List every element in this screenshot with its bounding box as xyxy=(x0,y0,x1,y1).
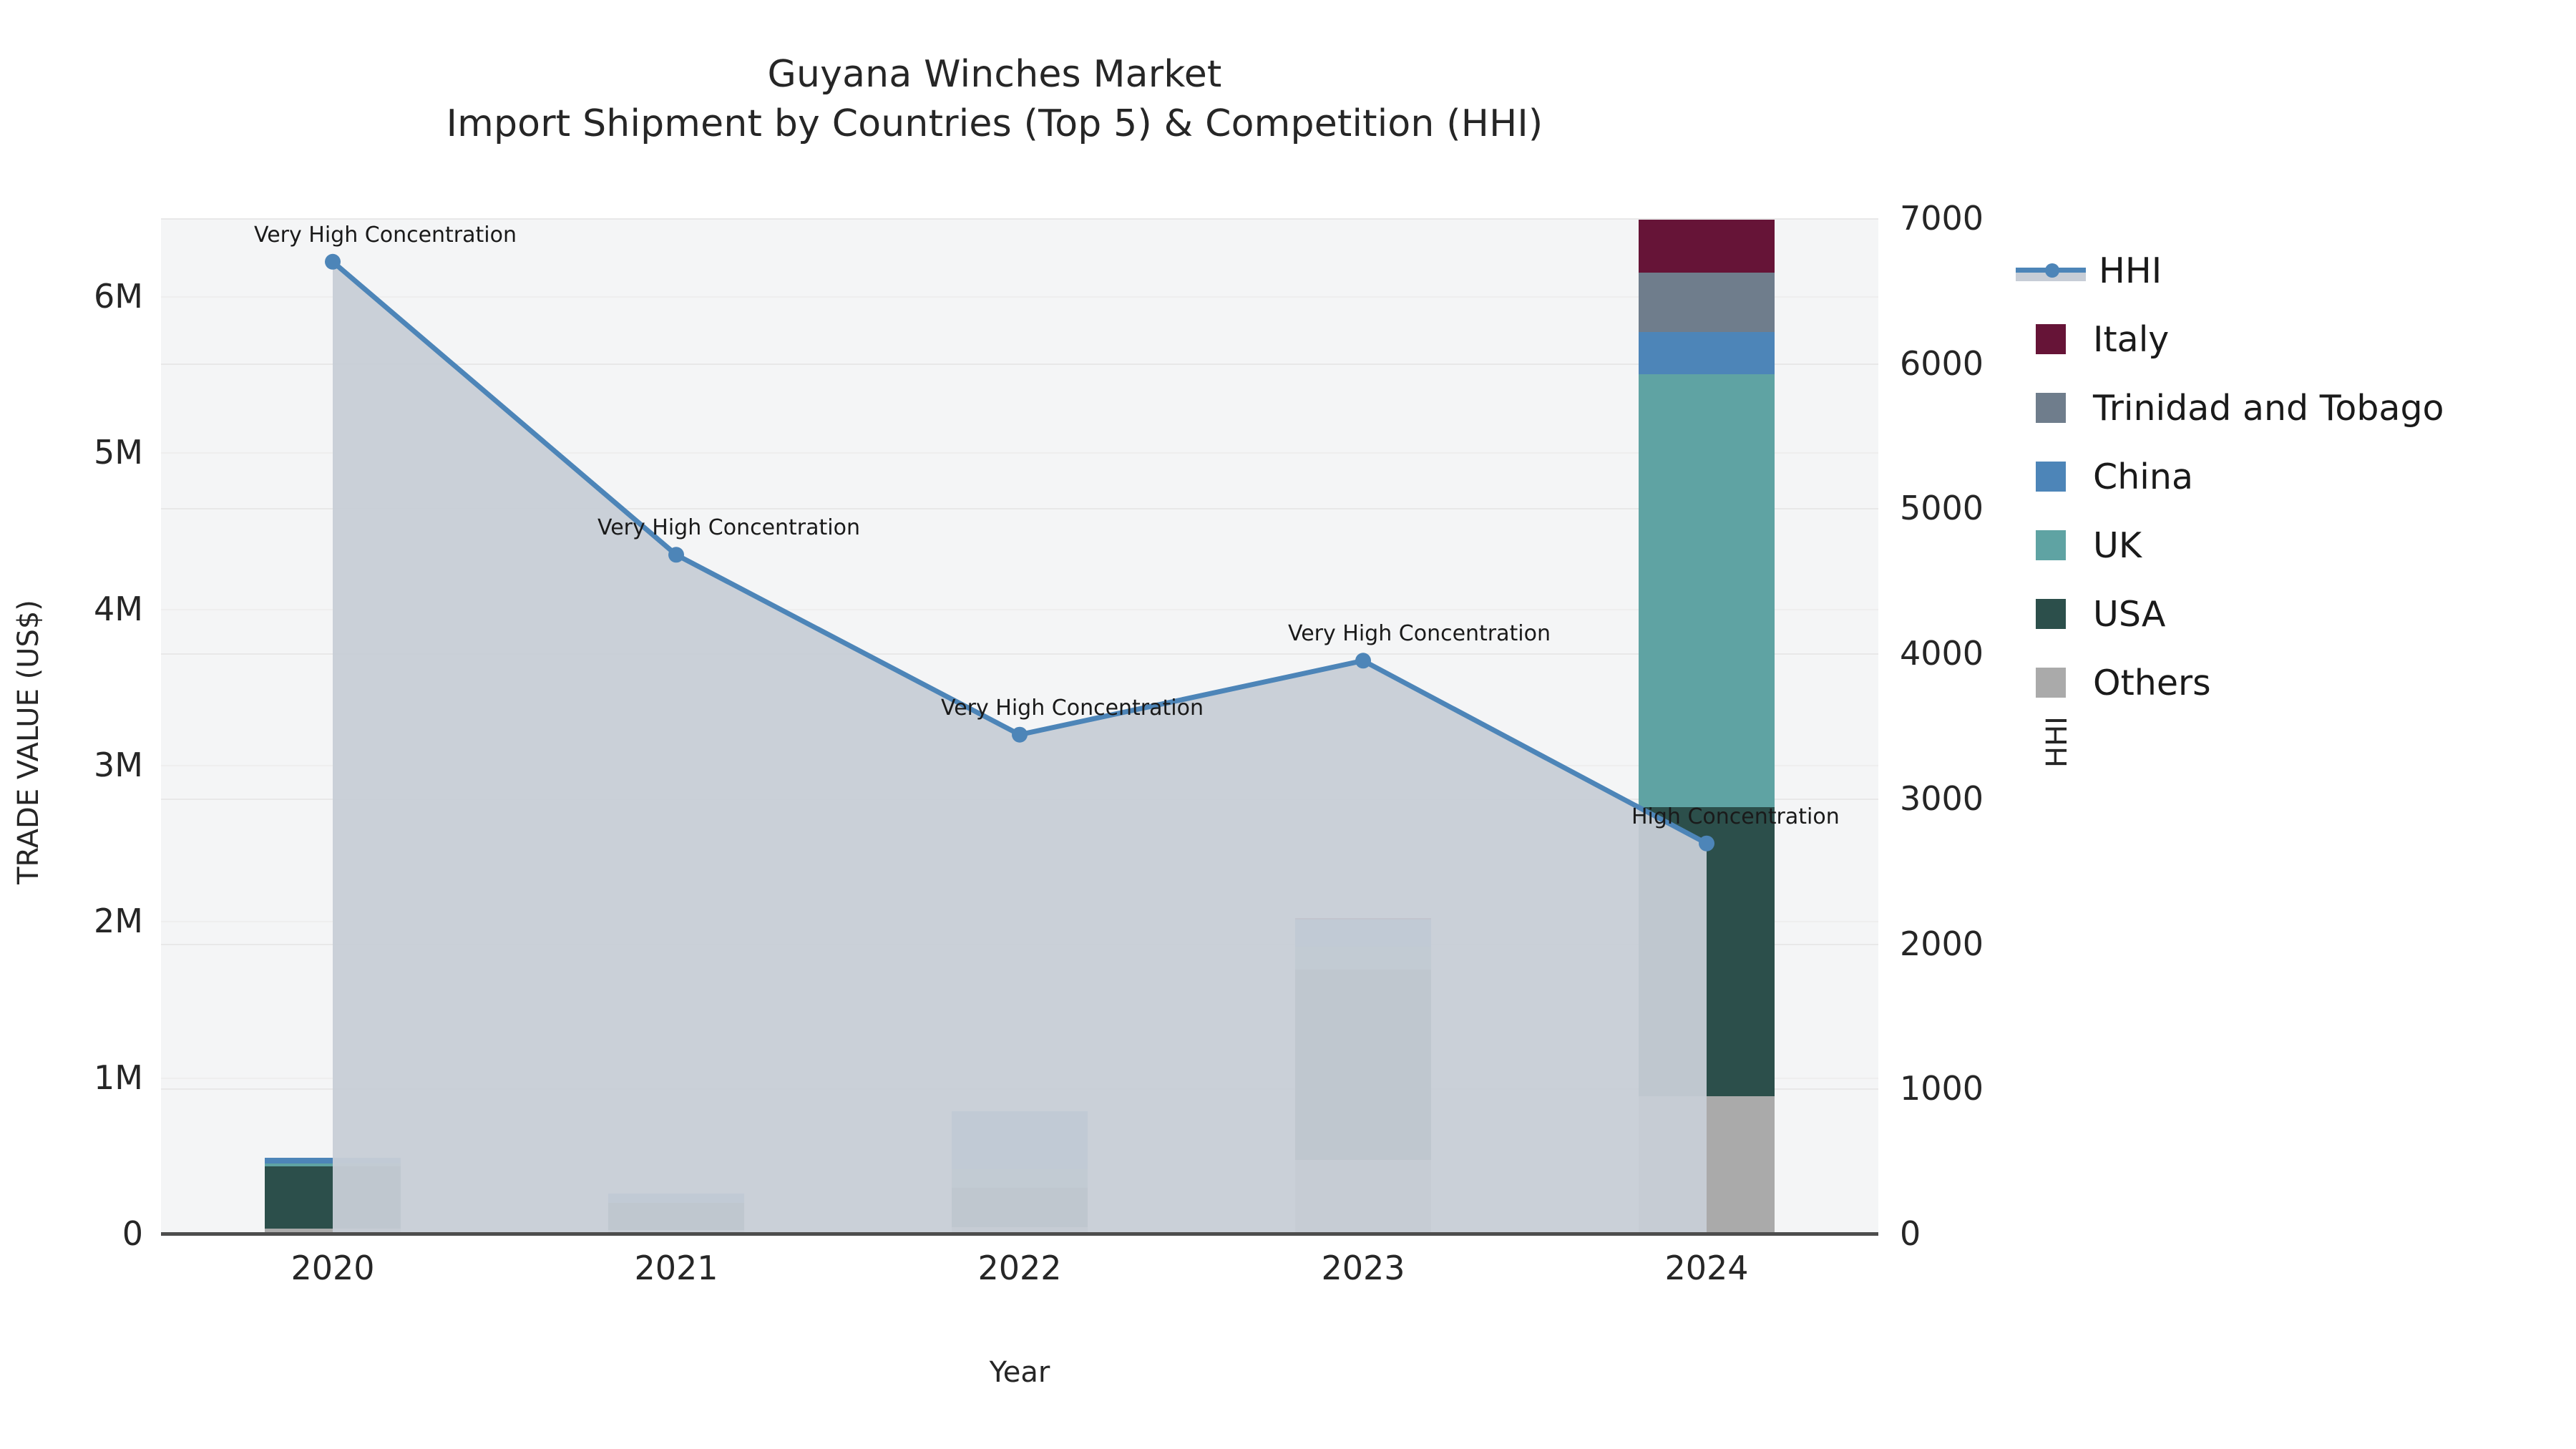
y-axis-left-tick-label: 6M xyxy=(94,277,143,316)
y-axis-left-tick-label: 4M xyxy=(94,589,143,628)
plot-clip xyxy=(161,218,1878,1234)
bar-group[interactable] xyxy=(265,218,401,1234)
y-axis-left-label: TRADE VALUE (US$) xyxy=(12,600,45,884)
y-axis-right-tick-label: 0 xyxy=(1900,1214,1921,1253)
bar-segment[interactable] xyxy=(1295,947,1431,970)
bar-segment[interactable] xyxy=(952,1111,1088,1170)
legend-line-icon xyxy=(2016,255,2086,286)
bar-segment[interactable] xyxy=(608,1202,744,1231)
legend-item[interactable]: China xyxy=(2036,442,2565,511)
chart-subtitle: Import Shipment by Countries (Top 5) & C… xyxy=(446,102,1543,145)
bar-group[interactable] xyxy=(1295,218,1431,1234)
legend-item[interactable]: USA xyxy=(2036,580,2565,648)
legend-item-label: HHI xyxy=(2099,250,2162,291)
y-axis-right-tick-label: 5000 xyxy=(1900,489,1984,528)
hhi-annotation: Very High Concentration xyxy=(1288,621,1551,647)
y-axis-left-tick-label: 0 xyxy=(122,1214,143,1253)
hhi-annotation: High Concentration xyxy=(1631,804,1840,829)
bar-segment[interactable] xyxy=(1639,1096,1775,1234)
legend-item[interactable]: Trinidad and Tobago xyxy=(2036,374,2565,442)
bar-segment[interactable] xyxy=(265,1163,401,1167)
hhi-annotation: Very High Concentration xyxy=(597,515,860,541)
y-axis-left-tick-label: 3M xyxy=(94,746,143,785)
y-axis-right-tick-label: 6000 xyxy=(1900,343,1984,383)
x-axis-tick-label: 2021 xyxy=(634,1249,718,1287)
x-axis-tick-label: 2023 xyxy=(1321,1249,1405,1287)
bar-segment[interactable] xyxy=(1295,970,1431,1161)
bar-segment[interactable] xyxy=(265,1158,401,1164)
bar-segment[interactable] xyxy=(1295,1160,1431,1234)
hhi-annotation: Very High Concentration xyxy=(941,695,1204,721)
y-axis-left-tick-label: 5M xyxy=(94,433,143,472)
x-axis-spine xyxy=(161,1232,1878,1236)
legend-swatch-icon xyxy=(2036,668,2066,698)
gridline xyxy=(161,218,1878,220)
bar-segment[interactable] xyxy=(608,1194,744,1203)
legend-swatch-icon xyxy=(2036,530,2066,560)
legend-item-label: Others xyxy=(2093,662,2211,703)
x-axis-tick-label: 2020 xyxy=(291,1249,375,1287)
x-axis-label: Year xyxy=(989,1356,1050,1389)
y-axis-left-tick-label: 2M xyxy=(94,902,143,941)
y-axis-right-tick-label: 2000 xyxy=(1900,924,1984,963)
bar-segment[interactable] xyxy=(265,1166,401,1229)
bar-segment[interactable] xyxy=(952,1169,1088,1189)
legend-item[interactable]: Others xyxy=(2036,648,2565,717)
y-axis-right-tick-label: 1000 xyxy=(1900,1069,1984,1108)
chart-title: Guyana Winches Market xyxy=(767,53,1222,96)
legend-item[interactable]: HHI xyxy=(2016,236,2565,305)
bar-group[interactable] xyxy=(608,218,744,1234)
legend-item-label: USA xyxy=(2093,593,2166,635)
legend-item-label: Trinidad and Tobago xyxy=(2093,387,2444,429)
legend-swatch-icon xyxy=(2036,393,2066,423)
chart-legend: HHI Italy Trinidad and Tobago China UK USA Oth… xyxy=(2016,236,2565,717)
legend-swatch-icon xyxy=(2036,462,2066,492)
bar-segment[interactable] xyxy=(1639,273,1775,333)
legend-item[interactable]: Italy xyxy=(2036,305,2565,374)
y-axis-left-tick-label: 1M xyxy=(94,1058,143,1097)
legend-swatch-icon xyxy=(2036,599,2066,629)
y-axis-right-tick-label: 4000 xyxy=(1900,634,1984,673)
bar-segment[interactable] xyxy=(1639,332,1775,375)
legend-swatch-icon xyxy=(2036,324,2066,354)
y-axis-right-tick-label: 7000 xyxy=(1900,199,1984,238)
chart-title-block: Guyana Winches Market Import Shipment by… xyxy=(0,50,1989,148)
x-axis-tick-label: 2022 xyxy=(977,1249,1062,1287)
hhi-annotation: Very High Concentration xyxy=(254,222,517,248)
legend-item-label: UK xyxy=(2093,525,2142,566)
bar-segment[interactable] xyxy=(1295,917,1431,920)
bar-segment[interactable] xyxy=(1639,374,1775,807)
y-axis-right-tick-label: 3000 xyxy=(1900,779,1984,818)
bar-group[interactable] xyxy=(952,218,1088,1234)
bar-segment[interactable] xyxy=(1295,919,1431,947)
x-axis-tick-label: 2024 xyxy=(1664,1249,1749,1287)
bar-group[interactable] xyxy=(1639,218,1775,1234)
bar-segment[interactable] xyxy=(1639,807,1775,1096)
legend-item-label: China xyxy=(2093,456,2193,497)
bar-segment[interactable] xyxy=(1639,220,1775,273)
plot-area: Very High Concentration Very High Concent… xyxy=(161,218,1878,1234)
bar-segment[interactable] xyxy=(952,1188,1088,1227)
legend-item-label: Italy xyxy=(2093,318,2170,360)
legend-item[interactable]: UK xyxy=(2036,511,2565,580)
